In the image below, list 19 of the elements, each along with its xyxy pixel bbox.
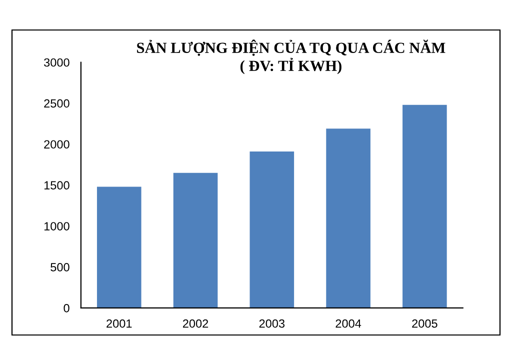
x-tick-label: 2004	[336, 319, 362, 328]
y-tick-label: 2000	[44, 140, 70, 149]
chart-subtitle: ( ĐV: TỈ KWH)	[240, 58, 342, 74]
bar	[173, 172, 218, 308]
y-tick-label: 3000	[44, 58, 70, 67]
y-tick-label: 0	[64, 304, 70, 312]
bar	[96, 186, 142, 308]
y-tick-label: 500	[50, 263, 70, 272]
y-tick-label: 1500	[44, 181, 70, 190]
x-tick-label: 2002	[182, 319, 208, 328]
bar	[402, 104, 447, 308]
bar	[326, 128, 370, 308]
y-tick-label: 1000	[44, 222, 70, 230]
chart-title: SẢN LƯỢNG ĐIỆN CỦA TQ QUA CÁC NĂM	[137, 40, 446, 56]
bar	[250, 152, 294, 308]
x-tick-label: 2001	[106, 319, 132, 328]
x-tick-label: 2003	[259, 319, 285, 328]
x-tick-label: 2005	[412, 319, 438, 328]
y-tick-label: 2500	[44, 99, 70, 108]
